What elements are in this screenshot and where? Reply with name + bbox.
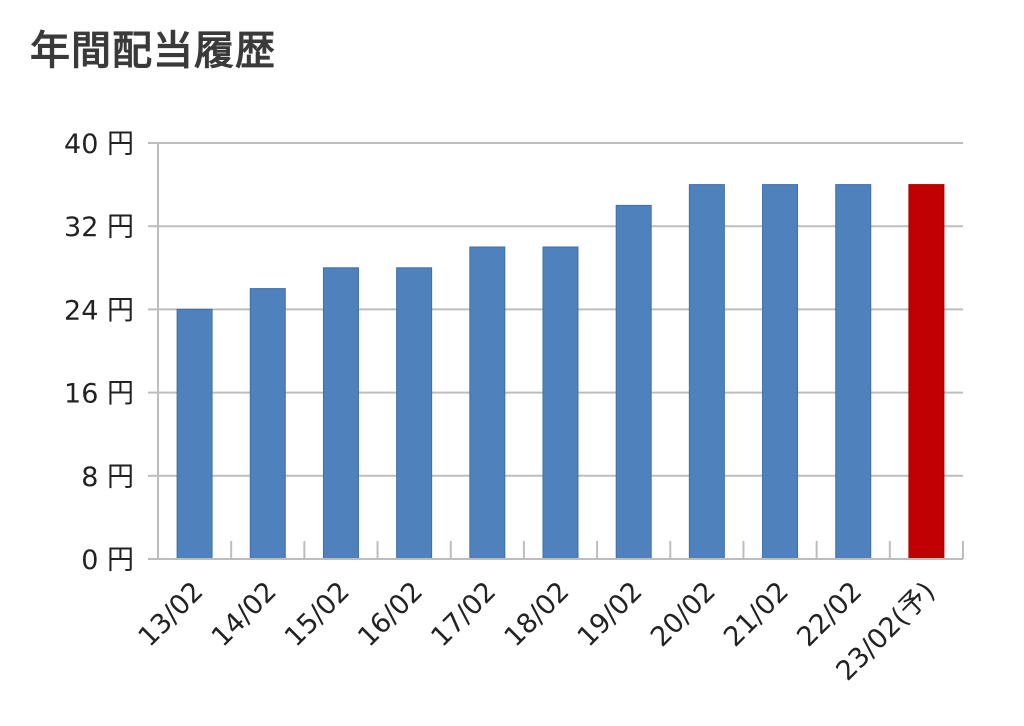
bar-16-02 — [396, 267, 433, 560]
x-tick-label: 14/02 — [206, 576, 283, 653]
y-tick-label: 16 円 — [64, 379, 134, 410]
y-tick-label: 24 円 — [64, 295, 134, 326]
y-tick-label: 0 円 — [81, 545, 134, 576]
y-tick-label: 8 円 — [81, 462, 134, 493]
x-tick-label: 20/02 — [645, 576, 722, 653]
x-tick-labels: 13/0214/0215/0216/0217/0218/0219/0220/02… — [133, 576, 942, 687]
x-tick-label: 15/02 — [279, 576, 356, 653]
x-tick-label: 18/02 — [499, 576, 576, 653]
x-tick-label: 17/02 — [425, 576, 502, 653]
bar-22-02 — [835, 184, 872, 560]
axes — [148, 142, 964, 560]
bar-13-02 — [176, 308, 213, 560]
x-tick-label: 19/02 — [572, 576, 649, 653]
x-tick-label: 16/02 — [352, 576, 429, 653]
x-tick-label: 13/02 — [133, 576, 210, 653]
bars — [176, 184, 945, 560]
bar-19-02 — [615, 204, 652, 560]
bar-20-02 — [688, 184, 725, 560]
y-tick-label: 32 円 — [64, 212, 134, 243]
chart-title: 年間配当履歴 — [30, 28, 276, 74]
y-tick-label: 40 円 — [64, 129, 134, 160]
bar-14-02 — [249, 288, 286, 560]
bar-21-02 — [762, 184, 799, 560]
bar-18-02 — [542, 246, 579, 560]
x-tick-label: 21/02 — [718, 576, 795, 653]
y-tick-labels: 0 円 8 円 16 円 24 円 32 円 40 円 — [64, 129, 134, 576]
bar-17-02 — [469, 246, 506, 560]
bar-15-02 — [322, 267, 359, 560]
bar-23-02--- — [908, 184, 945, 560]
